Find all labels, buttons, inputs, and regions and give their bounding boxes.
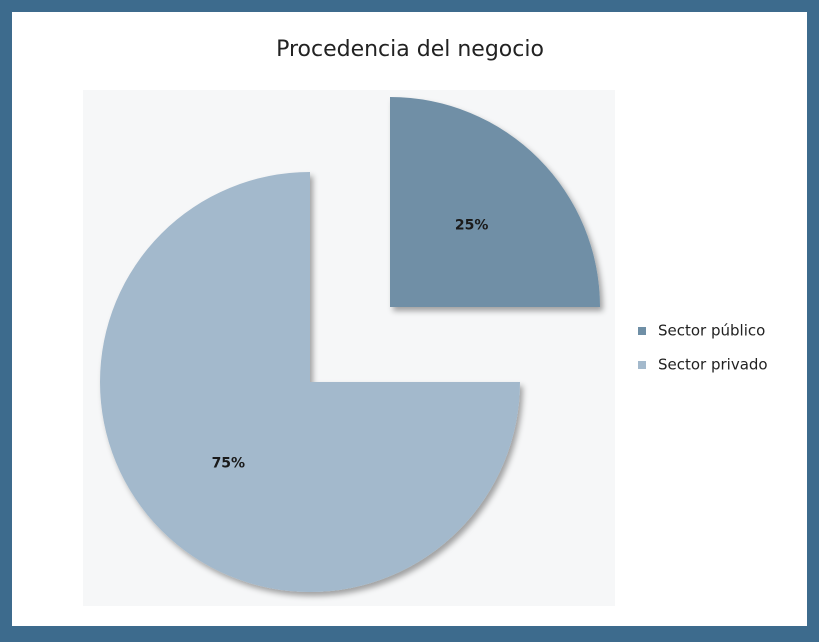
pie-slice [390, 97, 600, 307]
data-label: 75% [212, 456, 246, 472]
legend-label: Sector público [658, 322, 765, 340]
legend-swatch [638, 327, 646, 335]
pie-slice [100, 172, 520, 592]
chart-title: Procedencia del negocio [276, 37, 544, 62]
labels: 25% 75% [212, 217, 489, 471]
data-label: 25% [455, 217, 489, 233]
legend-label: Sector privado [658, 356, 768, 374]
legend-swatch [638, 361, 646, 369]
legend: Sector público Sector privado [638, 322, 768, 374]
pie [100, 97, 600, 592]
